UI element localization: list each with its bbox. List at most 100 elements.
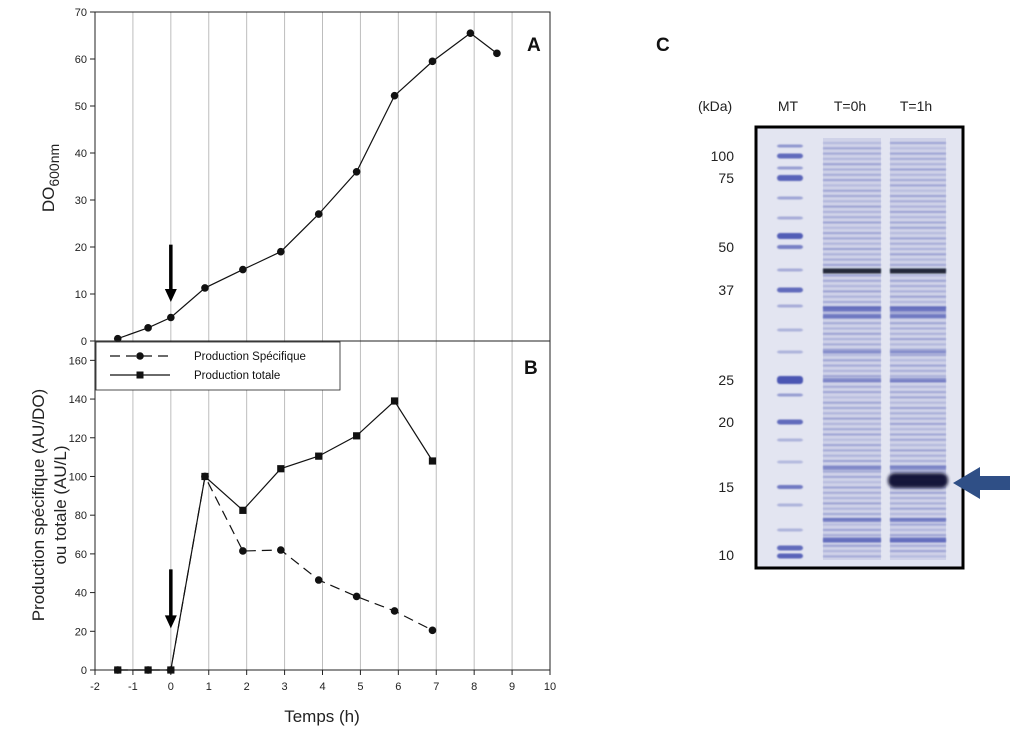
gel-band-sample	[823, 385, 881, 388]
gel-band-prominent	[890, 537, 946, 543]
panel-b-y-tick-label: 120	[69, 433, 87, 445]
gel-size-label: 25	[718, 372, 734, 388]
panel-b-series-1-point	[315, 452, 323, 460]
gel-band-sample	[890, 327, 946, 330]
panel-b-x-tick-label: -2	[90, 681, 100, 693]
gel-band-sample	[823, 295, 881, 298]
gel-band-sample	[823, 401, 881, 404]
gel-band-sample	[823, 502, 881, 505]
gel-band-sample	[823, 528, 881, 531]
gel-band-ladder	[777, 287, 803, 293]
gel-band-sample	[823, 173, 881, 176]
panel-b-x-tick-label: 5	[357, 681, 363, 693]
gel-band-sample	[823, 195, 881, 197]
gel-band-sample	[823, 369, 881, 372]
gel-band-sample	[890, 364, 946, 367]
gel-band-sample	[890, 274, 946, 277]
panel-b-x-tick-label: 7	[433, 681, 439, 693]
panel-b-y-tick-label: 60	[75, 549, 87, 561]
gel-band-sample	[890, 454, 946, 457]
gel-band-sample	[823, 491, 881, 494]
gel-band-sample	[823, 507, 881, 510]
panel-a-y-tick-label: 50	[75, 101, 87, 113]
x-axis-label: Temps (h)	[284, 707, 360, 726]
gel-band-prominent	[823, 268, 881, 274]
panel-a-y-label-sub: 600nm	[46, 144, 62, 187]
panel-b-y-tick-label: 20	[75, 626, 87, 638]
gel-size-label: 37	[718, 282, 734, 298]
highlight-arrow-shaft	[976, 476, 1010, 490]
gel-band-sample	[890, 285, 946, 288]
gel-band-ladder	[777, 485, 803, 489]
gel-band-prominent	[890, 466, 946, 470]
gel-band-ladder	[777, 545, 803, 551]
gel-band-sample	[890, 444, 946, 447]
gel-band-sample	[890, 263, 946, 266]
panel-b-series-0-point	[239, 547, 247, 555]
gel-band-sample	[823, 232, 881, 235]
panel-b-x-tick-label: 4	[319, 681, 325, 693]
gel-band-prominent	[890, 378, 946, 382]
gel-band-sample	[823, 449, 881, 452]
gel-band-prominent	[823, 314, 881, 318]
panel-a-series-0-point	[201, 284, 209, 292]
gel-band-ladder	[777, 175, 803, 181]
gel-band-sample	[823, 433, 881, 436]
gel-band-sample	[823, 364, 881, 367]
gel-lane-label: T=1h	[900, 98, 932, 114]
legend-label-specific: Production Spécifique	[194, 351, 306, 363]
gel-band-sample	[890, 179, 946, 182]
panel-b-series-1-point	[390, 397, 399, 405]
gel-lane-labels: MT T=0h T=1h	[778, 98, 932, 114]
panel-a-y-label-main: DO	[39, 187, 58, 213]
gel-band-sample	[890, 401, 946, 404]
gel-band-sample	[823, 550, 881, 553]
panel-b-series-0-point	[314, 576, 323, 584]
gel-size-label: 20	[718, 414, 734, 430]
gel-band-sample	[823, 438, 881, 441]
panel-b-y-tick-label: 100	[69, 471, 87, 483]
gel-band-sample	[823, 142, 881, 144]
panel-a-y-tick-label: 40	[75, 148, 87, 160]
gel-band-sample	[890, 497, 946, 500]
gel-band-sample	[890, 438, 946, 441]
gel-band-sample	[823, 200, 881, 203]
gel-band-ladder	[777, 268, 803, 272]
gel-band-sample	[823, 189, 881, 192]
gel-band-sample	[890, 311, 946, 314]
panel-b-series-1-point	[239, 506, 247, 514]
gel-band-sample	[823, 332, 881, 335]
gel-band-sample	[890, 200, 946, 203]
gel-band-sample	[890, 221, 946, 224]
gel-band-sample	[823, 417, 881, 420]
gel-band-sample	[890, 369, 946, 372]
gel-band-sample	[890, 184, 946, 187]
gel-band-sample	[890, 226, 946, 229]
gel-band-sample	[890, 391, 946, 394]
gel-band-sample	[823, 470, 881, 473]
gel-band-sample	[823, 242, 881, 245]
panel-a-series-0-point	[314, 210, 323, 218]
gel-band-sample	[890, 237, 946, 240]
gel-band-sample	[890, 513, 946, 515]
panel-a-series-0-point	[390, 91, 399, 100]
gel-band-sample	[890, 205, 946, 208]
panel-c-letter: C	[656, 35, 670, 56]
gel-band-sample	[823, 513, 881, 515]
gel-band-sample	[890, 258, 946, 261]
panel-b-letter: B	[524, 358, 538, 379]
panel-b-x-tick-label: 1	[206, 681, 212, 693]
gel-band-ladder	[777, 144, 803, 148]
gel-band-sample	[823, 253, 881, 256]
gel-band-sample	[890, 157, 946, 160]
highlight-arrow	[953, 467, 1010, 499]
panel-b-x-tick-label: 2	[244, 681, 250, 693]
gel-band-sample	[823, 237, 881, 240]
gel-band-sample	[890, 385, 946, 388]
gel-band-sample	[890, 242, 946, 245]
gel-band-sample	[823, 258, 881, 261]
gel-band-sample	[890, 396, 946, 399]
panel-b-annotations	[164, 569, 177, 629]
gel-band-sample	[823, 475, 881, 478]
gel-band-sample	[890, 168, 946, 171]
